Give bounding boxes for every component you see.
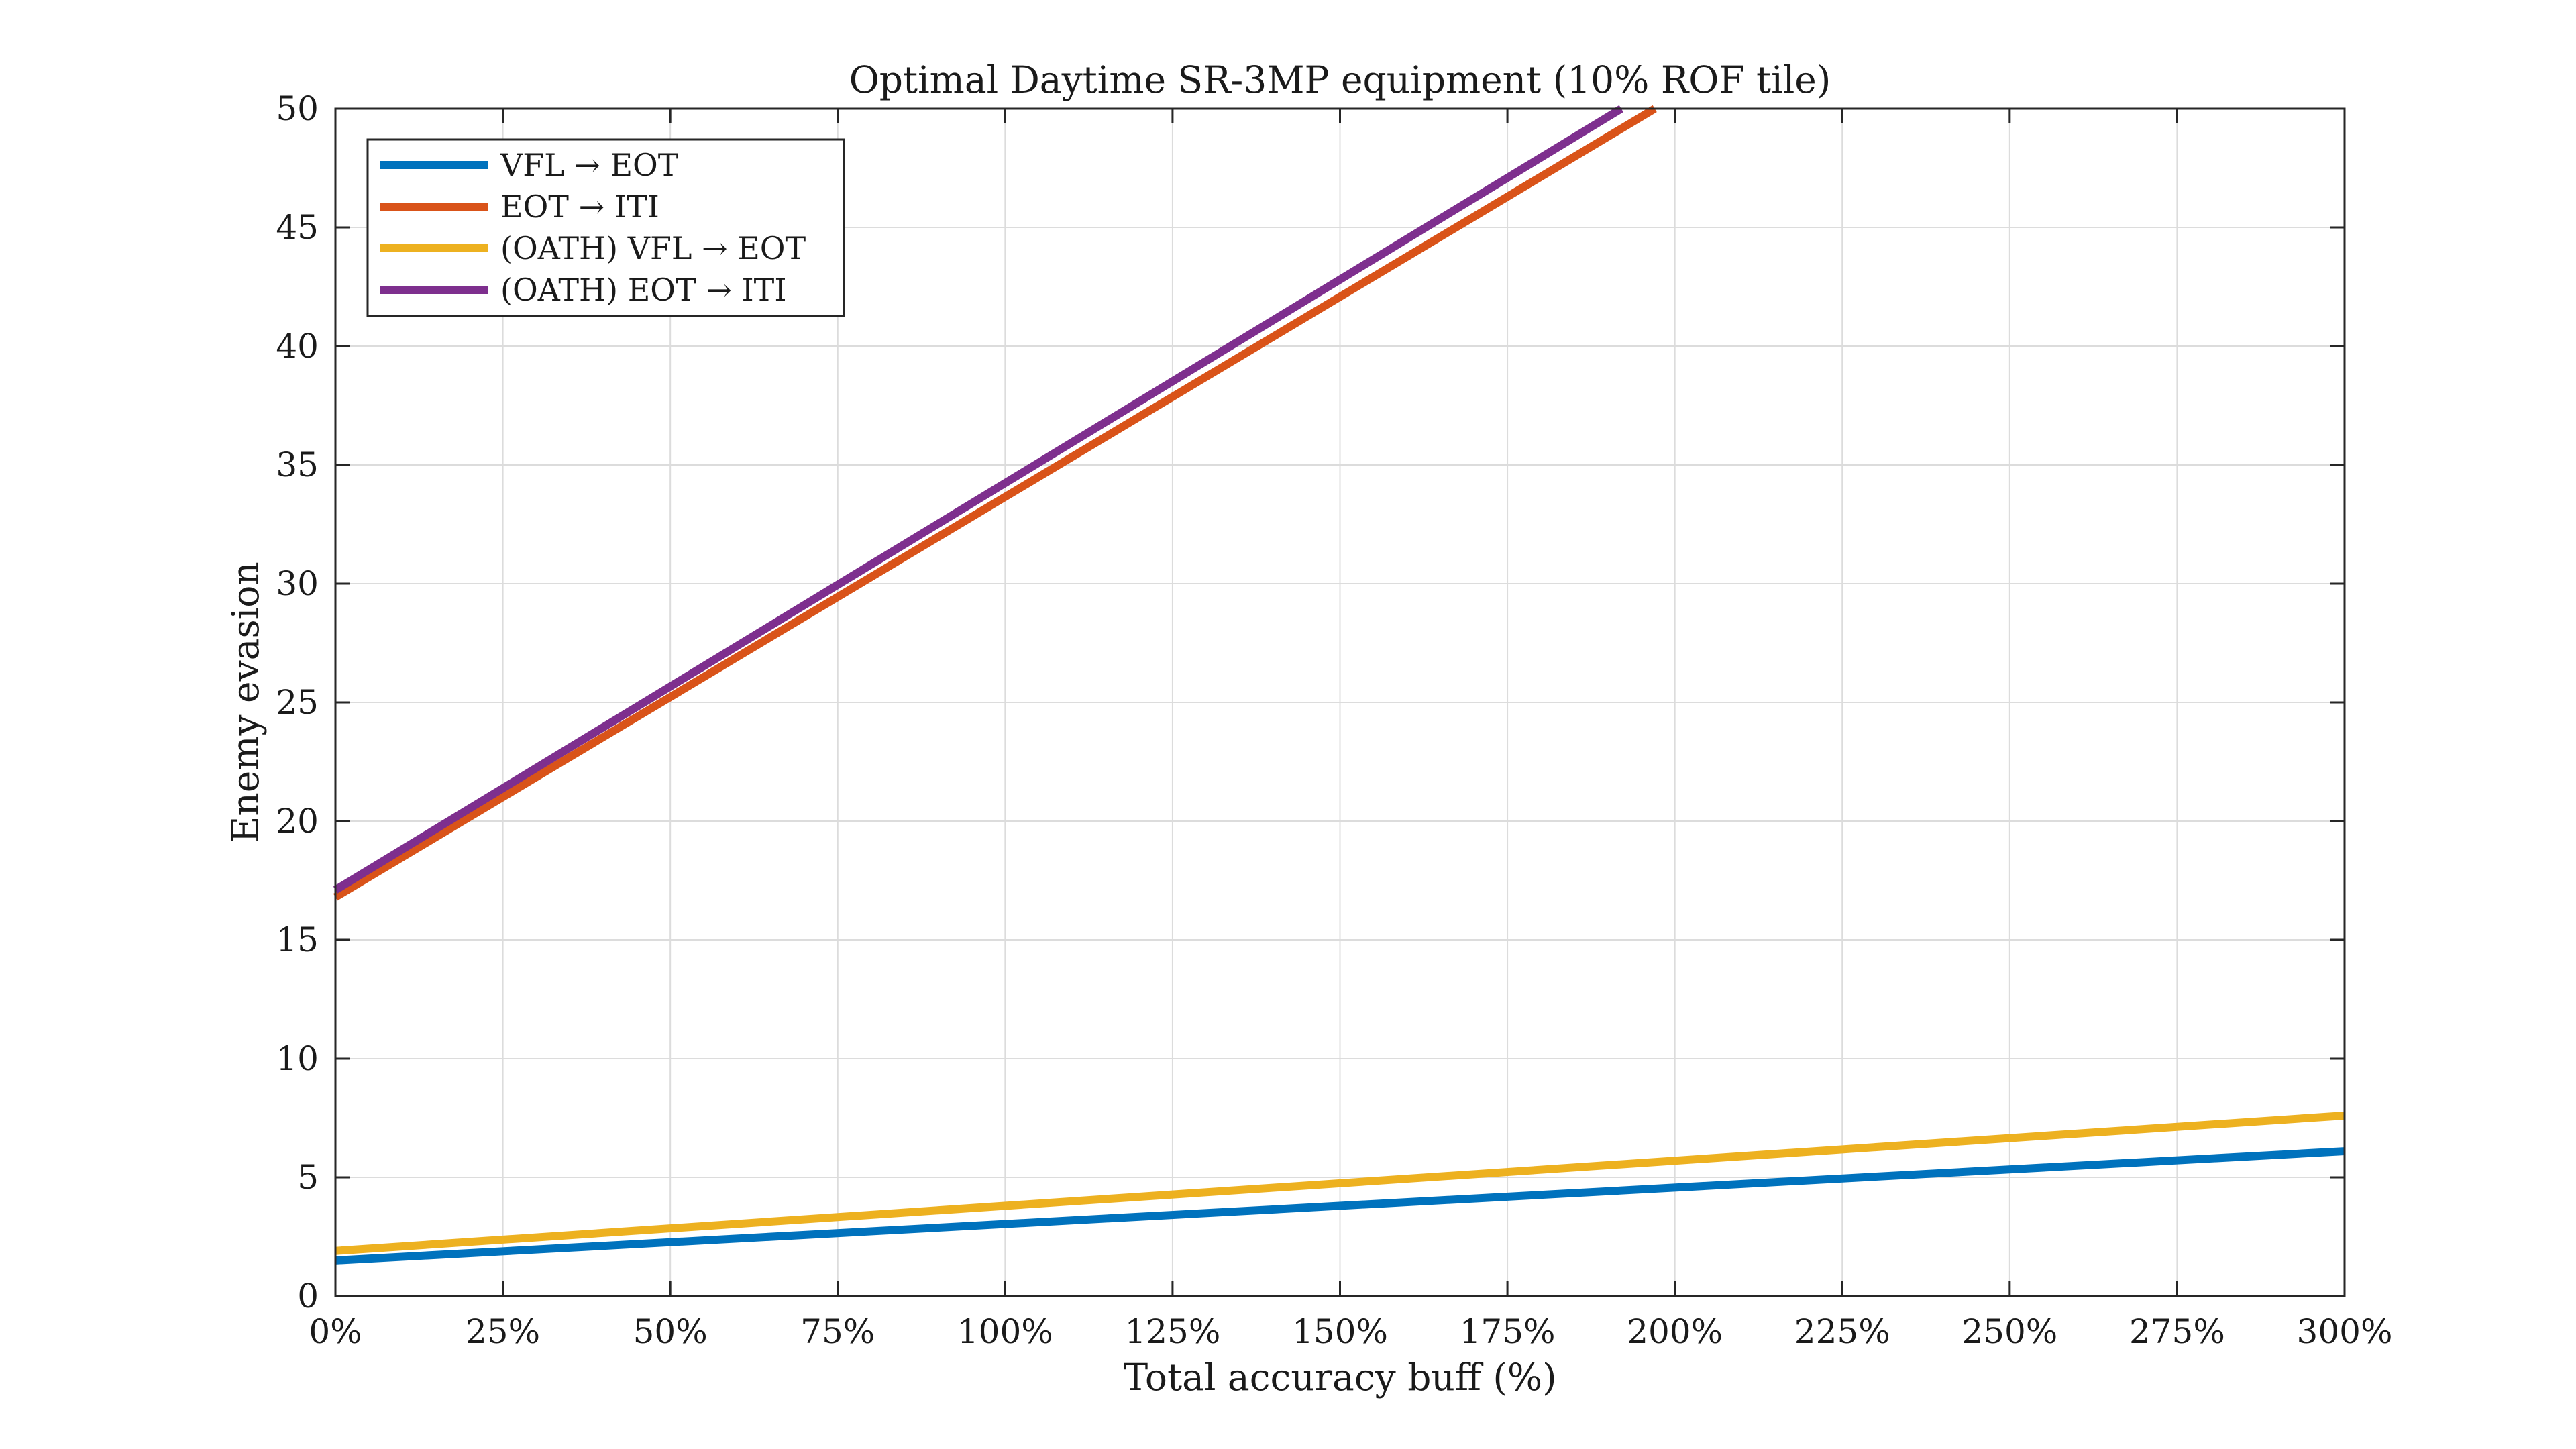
series-line-2 — [333, 105, 1657, 901]
y-tick-label: 15 — [276, 920, 319, 959]
x-tick-label: 50% — [633, 1312, 708, 1351]
y-tick-label: 20 — [276, 802, 319, 841]
y-tick-label: 10 — [276, 1039, 319, 1078]
x-tick-label: 225% — [1794, 1312, 1890, 1351]
x-tick-label: 25% — [466, 1312, 540, 1351]
x-tick-label: 250% — [1962, 1312, 2057, 1351]
y-axis-label: Enemy evasion — [224, 561, 267, 843]
x-tick-label: 125% — [1124, 1312, 1220, 1351]
legend-label-1: VFL → EOT — [500, 147, 679, 183]
y-tick-label: 45 — [276, 208, 319, 247]
series-line-1 — [335, 1147, 2345, 1265]
x-tick-labels: 0% 25% 50% 75% 100% 125% 150% 175% 200% 225% 250% 2… — [309, 1312, 2392, 1351]
x-tick-label: 150% — [1292, 1312, 1388, 1351]
chart-title: Optimal Daytime SR-3MP equipment (10% RO… — [849, 58, 1831, 101]
y-tick-label: 40 — [276, 327, 319, 366]
tick-marks — [334, 107, 2346, 1297]
x-tick-label: 75% — [800, 1312, 875, 1351]
x-tick-label: 275% — [2129, 1312, 2225, 1351]
legend: VFL → EOT EOT → ITI (OATH) VFL → EOT (OATH)… — [366, 138, 845, 317]
x-tick-label: 100% — [957, 1312, 1053, 1351]
x-tick-label: 200% — [1627, 1312, 1723, 1351]
y-tick-label: 35 — [276, 445, 319, 484]
legend-label-2: EOT → ITI — [500, 189, 659, 225]
x-tick-label: 300% — [2297, 1312, 2393, 1351]
series-line-4 — [333, 105, 1623, 894]
x-tick-label: 175% — [1460, 1312, 1556, 1351]
x-axis-label: Total accuracy buff (%) — [1123, 1356, 1556, 1399]
legend-label-3: (OATH) VFL → EOT — [500, 230, 806, 266]
y-tick-labels: 0 5 10 15 20 25 30 35 40 45 50 — [276, 89, 319, 1316]
y-tick-label: 25 — [276, 683, 319, 722]
y-tick-label: 30 — [276, 564, 319, 603]
series-line-3 — [335, 1111, 2345, 1255]
legend-label-4: (OATH) EOT → ITI — [500, 272, 787, 308]
series-lines — [333, 105, 2345, 1265]
y-tick-label: 0 — [297, 1277, 319, 1316]
x-tick-label: 0% — [309, 1312, 362, 1351]
y-tick-label: 50 — [276, 89, 319, 128]
y-tick-label: 5 — [297, 1158, 319, 1197]
